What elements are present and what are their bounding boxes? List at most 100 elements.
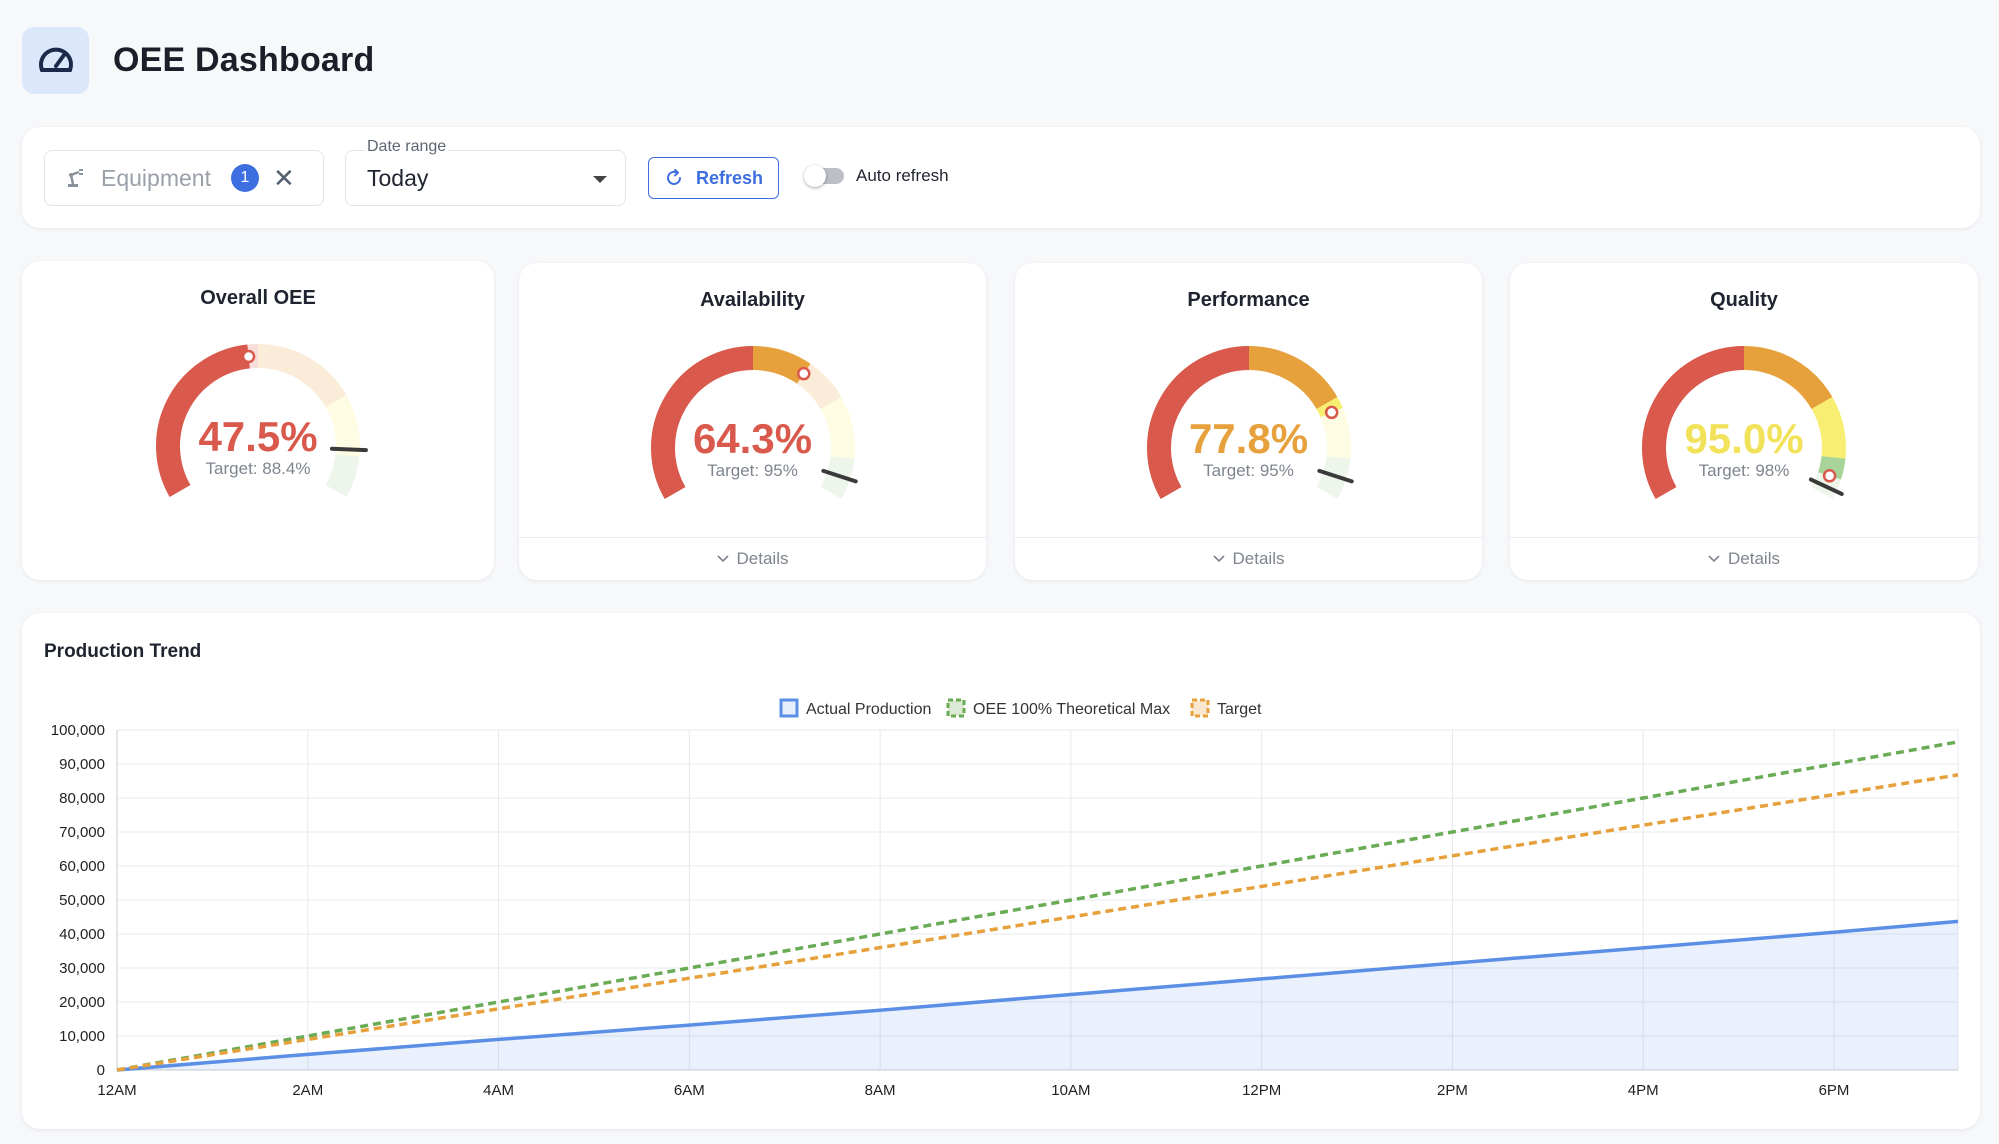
series-line-2 xyxy=(116,773,1959,1072)
x-tick-label: 8AM xyxy=(865,1082,896,1099)
details-label: Details xyxy=(1728,549,1780,568)
gauge-fill-0 xyxy=(1146,346,1249,499)
y-tick-label: 80,000 xyxy=(59,790,105,807)
y-tick-label: 70,000 xyxy=(59,824,105,841)
series-area-0 xyxy=(117,921,1958,1070)
date-range-select[interactable]: Date range Today xyxy=(345,138,626,206)
gauge-zone-1 xyxy=(257,344,347,408)
y-tick-label: 10,000 xyxy=(59,1028,105,1045)
gauge-fill-1 xyxy=(1248,346,1337,410)
gauge-zone-3 xyxy=(325,453,360,497)
y-tick-label: 0 xyxy=(97,1062,105,1079)
chart-title: Production Trend xyxy=(44,641,202,662)
y-tick-label: 100,000 xyxy=(51,722,105,739)
gauge-title: Performance xyxy=(1187,289,1310,311)
production-trend-chart: 0 10,000 20,000 30,000 40,000 50,000 60,000 70,… xyxy=(51,698,1959,1099)
speedometer-icon xyxy=(22,26,89,94)
gauge-value-marker xyxy=(1324,405,1338,420)
page-header: OEE Dashboard xyxy=(22,26,374,94)
refresh-label: Refresh xyxy=(695,167,764,188)
x-tick-label: 2AM xyxy=(292,1082,323,1099)
gauge-fill-1 xyxy=(1743,346,1833,410)
gauge-fill-1 xyxy=(752,346,811,384)
gauge-card-availability: Availability 64.3% Target: 95% Details xyxy=(519,263,986,580)
refresh-icon xyxy=(664,168,684,188)
legend-label: Target xyxy=(1217,701,1262,718)
page-title: OEE Dashboard xyxy=(113,40,375,79)
y-tick-label: 50,000 xyxy=(59,892,105,909)
x-tick-label: 10AM xyxy=(1051,1082,1090,1099)
caret-down-icon xyxy=(593,176,607,183)
quality-gauge xyxy=(1642,346,1846,499)
x-tick-label: 2PM xyxy=(1437,1082,1468,1099)
x-tick-label: 6AM xyxy=(674,1082,705,1099)
y-tick-label: 40,000 xyxy=(59,926,105,943)
details-label: Details xyxy=(736,549,789,568)
gauge-target: Target: 95% xyxy=(1203,461,1294,480)
availability-gauge xyxy=(650,346,858,499)
legend-swatch xyxy=(1190,698,1210,718)
details-toggle[interactable]: Details xyxy=(1015,537,1482,580)
x-tick-label: 12PM xyxy=(1242,1082,1281,1099)
details-label: Details xyxy=(1232,549,1285,568)
legend-swatch xyxy=(946,698,966,718)
gauge-target: Target: 88.4% xyxy=(205,459,311,478)
gauge-card-quality: Quality 95.0% Target: 98% Details xyxy=(1510,263,1978,580)
chevron-down-icon xyxy=(1708,555,1720,563)
gauge-value: 47.5% xyxy=(198,413,318,460)
gauge-value-marker xyxy=(796,366,810,381)
auto-refresh-label: Auto refresh xyxy=(856,166,949,185)
legend-label: OEE 100% Theoretical Max xyxy=(973,701,1170,718)
gauge-title: Quality xyxy=(1710,289,1778,311)
performance-gauge xyxy=(1146,346,1354,499)
x-tick-label: 4PM xyxy=(1628,1082,1659,1099)
x-tick-label: 6PM xyxy=(1819,1082,1850,1099)
legend-swatch xyxy=(779,698,799,718)
gauge-target-tick xyxy=(820,468,858,484)
equipment-select[interactable]: Equipment 1 ✕ xyxy=(44,150,324,206)
robot-arm-icon xyxy=(65,167,87,189)
chevron-down-icon xyxy=(716,555,729,563)
filter-bar: Equipment 1 ✕ Date range Today Refresh A… xyxy=(22,127,1980,228)
gauge-fill-2 xyxy=(1811,397,1846,459)
gauge-value: 64.3% xyxy=(692,415,813,462)
gauge-target: Target: 95% xyxy=(707,461,798,480)
equipment-placeholder: Equipment xyxy=(101,164,211,191)
gauge-fill-0 xyxy=(156,344,251,497)
production-trend-card: 0 10,000 20,000 30,000 40,000 50,000 60,000 70,… xyxy=(22,613,1980,1129)
gauge-title: Overall OEE xyxy=(200,287,316,309)
y-tick-label: 60,000 xyxy=(59,858,105,875)
details-toggle[interactable]: Details xyxy=(519,537,986,580)
gauge-value-marker xyxy=(241,349,256,364)
gauge-zone-2 xyxy=(819,397,855,459)
clear-icon[interactable]: ✕ xyxy=(272,163,295,193)
gauge-target-tick xyxy=(1316,468,1354,484)
gauge-value: 95.0% xyxy=(1684,415,1804,462)
gauge-target-tick xyxy=(1808,477,1844,496)
gauge-value-marker xyxy=(1822,469,1837,483)
date-range-label: Date range xyxy=(365,138,449,156)
equipment-count-badge: 1 xyxy=(230,164,259,192)
toggle-knob xyxy=(804,165,826,187)
series-line-1 xyxy=(116,740,1959,1072)
gauge-target: Target: 98% xyxy=(1698,461,1790,480)
oee-gauge xyxy=(156,344,368,497)
x-tick-label: 4AM xyxy=(483,1082,514,1099)
y-tick-label: 30,000 xyxy=(59,960,105,977)
series-line-0 xyxy=(116,919,1959,1072)
gauge-fill-0 xyxy=(1642,346,1745,499)
gauge-card-overall-oee: Overall OEE 47.5% Target: 88.4% xyxy=(22,261,494,580)
auto-refresh-toggle[interactable] xyxy=(804,165,844,187)
gauge-target-tick xyxy=(329,446,368,453)
date-range-value: Today xyxy=(367,165,429,191)
details-toggle[interactable]: Details xyxy=(1510,537,1978,580)
gauge-value: 77.8% xyxy=(1188,415,1309,462)
gauge-title: Availability xyxy=(700,289,805,311)
legend-label: Actual Production xyxy=(806,701,931,718)
refresh-button[interactable]: Refresh xyxy=(648,157,779,199)
gauge-fill-0 xyxy=(650,346,753,499)
chevron-down-icon xyxy=(1212,555,1225,563)
x-tick-label: 12AM xyxy=(97,1082,136,1099)
y-tick-label: 20,000 xyxy=(59,994,105,1011)
gauge-card-performance: Performance 77.8% Target: 95% Details xyxy=(1015,263,1482,580)
